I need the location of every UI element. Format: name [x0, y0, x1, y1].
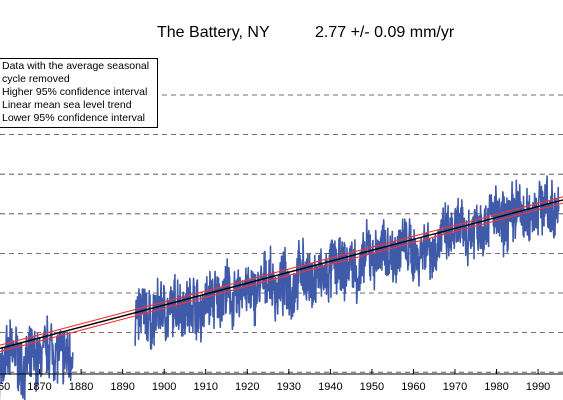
chart-legend: Data with the average seasonal cycle rem…: [0, 58, 158, 128]
x-tick-label-1920: 1920: [235, 381, 259, 393]
x-tick-label-1940: 1940: [318, 381, 342, 393]
lower-ci-line: [0, 202, 563, 353]
x-axis: 1860 1870 1880 1890 1900 1910 1920 1930 1940 1950…: [0, 369, 563, 393]
legend-entry-trend: Linear mean sea level trend: [2, 99, 132, 111]
x-tick-label-1910: 1910: [193, 381, 217, 393]
x-tick-label-1880: 1880: [69, 381, 93, 393]
legend-entry-lower-ci: Lower 95% confidence interval: [2, 112, 146, 124]
gridlines: [0, 94, 563, 373]
data-series-segment-2: [134, 175, 560, 350]
chart-subtitle: 2.77 +/- 0.09 mm/yr: [315, 24, 455, 41]
trend-line: [0, 199, 563, 350]
chart-title: The Battery, NY: [157, 24, 270, 41]
x-tick-label-1960: 1960: [401, 381, 425, 393]
x-tick-label-1900: 1900: [152, 381, 176, 393]
data-series: [0, 175, 560, 400]
legend-entry-higher-ci: Higher 95% confidence interval: [2, 86, 148, 98]
x-tick-label-1980: 1980: [484, 381, 508, 393]
x-tick-label-1930: 1930: [277, 381, 301, 393]
x-tick-label-1990: 1990: [526, 381, 550, 393]
trend-lines: [0, 196, 563, 353]
higher-ci-line: [0, 196, 563, 346]
x-tick-label-1860: 1860: [0, 381, 10, 393]
chart-title-bar: The Battery, NY 2.77 +/- 0.09 mm/yr: [0, 0, 563, 60]
x-tick-label-1970: 1970: [443, 381, 467, 393]
legend-entry-data-line2: cycle removed: [2, 73, 70, 85]
legend-entry-data-line1: Data with the average seasonal: [2, 60, 150, 72]
x-tick-label-1950: 1950: [360, 381, 384, 393]
x-tick-label-1870: 1870: [27, 381, 51, 393]
x-tick-label-1890: 1890: [110, 381, 134, 393]
